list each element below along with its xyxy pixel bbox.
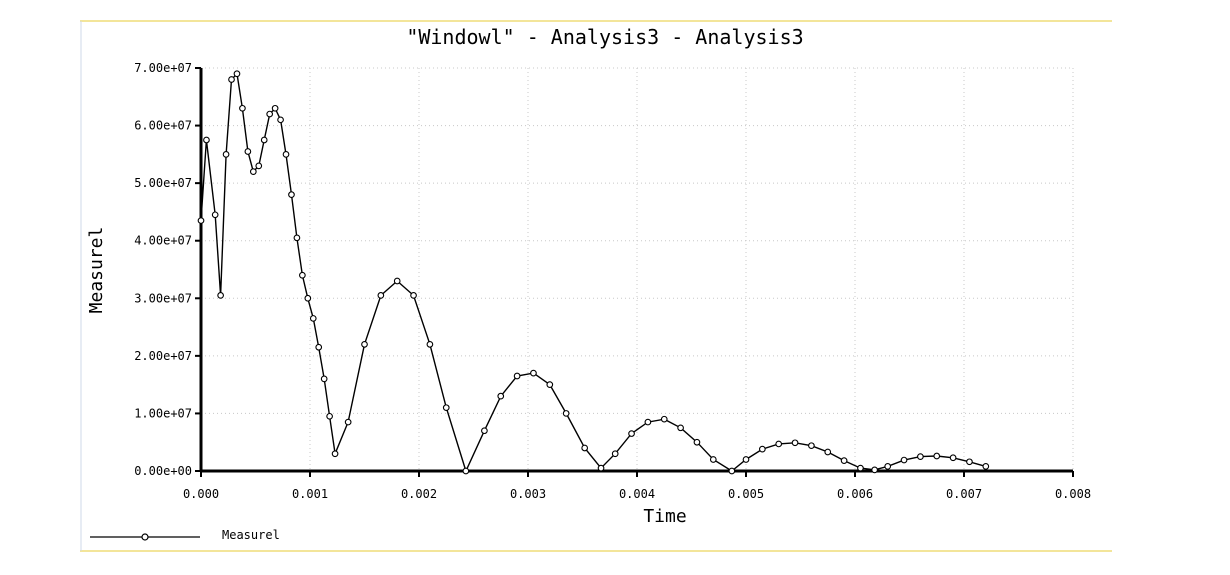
data-point: [742, 456, 750, 463]
y-tick-label: 0.00e+00: [134, 464, 192, 478]
data-point: [211, 211, 219, 219]
data-point: [775, 440, 783, 448]
data-point: [304, 294, 312, 302]
series-line-0: [200, 72, 986, 473]
data-point: [331, 450, 339, 458]
data-point: [481, 427, 488, 435]
data-point: [260, 136, 268, 144]
data-point: [361, 340, 368, 348]
data-point: [709, 456, 717, 463]
data-point: [933, 452, 941, 460]
data-point: [840, 457, 848, 464]
data-point: [693, 438, 701, 446]
data-point: [244, 148, 252, 155]
data-point: [344, 418, 352, 426]
window-borders: [80, 20, 1112, 552]
data-point: [249, 168, 257, 175]
x-tick-label: 0.002: [401, 487, 437, 501]
data-point: [677, 424, 684, 432]
data-point: [462, 467, 470, 475]
y-tick-label: 7.00e+07: [134, 61, 192, 75]
data-point: [233, 70, 241, 78]
y-tick-label: 6.00e+07: [134, 119, 192, 133]
data-point: [266, 110, 274, 118]
data-point: [222, 151, 230, 158]
data-point: [917, 453, 924, 460]
data-point: [239, 104, 246, 112]
data-point: [982, 463, 990, 470]
legend: Measurel: [90, 528, 280, 542]
legend-label: Measurel: [222, 528, 280, 542]
data-point: [377, 292, 385, 299]
x-ticks: 0.000 0.001 0.002 0.003 0.004 0.005 0.006 0.007…: [183, 471, 1091, 501]
data-point: [871, 466, 878, 474]
y-tick-label: 4.00e+07: [134, 234, 192, 248]
data-point: [326, 412, 333, 420]
data-point: [808, 442, 815, 450]
data-point: [255, 162, 263, 170]
x-tick-label: 0.001: [292, 487, 328, 501]
x-axis-label: Time: [643, 506, 686, 527]
data-point: [628, 430, 635, 437]
data-point: [410, 292, 417, 299]
data-point: [644, 418, 652, 426]
data-point: [288, 191, 295, 199]
data-point: [966, 458, 973, 466]
data-point: [728, 467, 736, 475]
data-point: [758, 445, 766, 453]
y-ticks: 0.00e+00 1.00e+07 2.00e+07 3.00e+07 4.00e+07…: [134, 61, 201, 478]
data-point: [228, 76, 235, 83]
data-point: [203, 136, 210, 144]
data-point: [217, 292, 224, 299]
data-point: [271, 104, 279, 112]
grid: [201, 67, 1074, 471]
data-point: [791, 439, 799, 447]
data-point: [611, 450, 619, 458]
data-point: [393, 277, 401, 285]
y-tick-label: 3.00e+07: [134, 291, 192, 305]
series-group: [197, 70, 990, 475]
x-tick-label: 0.006: [837, 487, 873, 501]
data-point: [293, 234, 301, 242]
data-point: [581, 444, 589, 452]
data-point: [426, 340, 434, 348]
data-point: [197, 217, 205, 224]
x-tick-label: 0.004: [619, 487, 655, 501]
data-point: [315, 343, 323, 351]
x-tick-label: 0.005: [728, 487, 764, 501]
data-point: [513, 372, 521, 380]
data-point: [497, 392, 505, 400]
y-tick-label: 1.00e+07: [134, 406, 192, 420]
data-point: [320, 375, 328, 383]
data-point: [824, 448, 832, 456]
data-point: [546, 381, 554, 388]
x-tick-label: 0.008: [1055, 487, 1091, 501]
data-point: [442, 404, 450, 412]
data-point: [884, 463, 892, 470]
x-tick-label: 0.007: [946, 487, 982, 501]
data-point: [530, 369, 537, 377]
data-point: [857, 464, 864, 472]
chart-title: "Windowl" - Analysis3 - Analysis3: [406, 25, 803, 49]
data-point: [562, 410, 570, 417]
legend-marker: [141, 533, 149, 541]
data-point: [949, 454, 957, 462]
data-point: [597, 464, 605, 472]
x-tick-label: 0.003: [510, 487, 546, 501]
x-tick-label: 0.000: [183, 487, 219, 501]
data-point: [282, 151, 290, 158]
data-point: [277, 116, 284, 124]
data-point: [309, 315, 317, 322]
y-axis-label: Measurel: [86, 227, 107, 314]
y-tick-label: 5.00e+07: [134, 176, 192, 190]
y-tick-label: 2.00e+07: [134, 349, 192, 363]
data-point: [299, 271, 306, 279]
data-point: [900, 456, 908, 464]
data-point: [660, 415, 668, 423]
